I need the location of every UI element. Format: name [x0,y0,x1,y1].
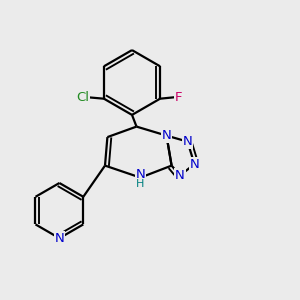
Text: N: N [162,129,171,142]
Text: H: H [136,179,145,189]
Text: N: N [136,167,145,181]
Text: N: N [175,169,185,182]
Text: N: N [183,135,192,148]
Text: Cl: Cl [76,91,89,104]
Text: F: F [175,91,182,104]
Text: N: N [55,232,64,245]
Text: N: N [190,158,199,171]
